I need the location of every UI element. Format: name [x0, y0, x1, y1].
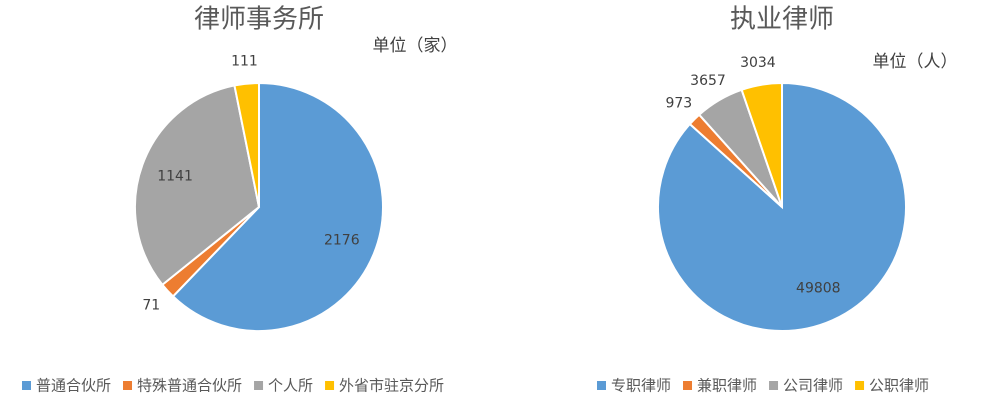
legend-label: 普通合伙所 — [36, 377, 111, 395]
legend-marker — [597, 381, 606, 390]
legend-label: 特殊普通合伙所 — [137, 377, 242, 395]
legend-marker — [683, 381, 693, 390]
data-label: 49808 — [796, 281, 841, 297]
chart-title: 律师事务所 — [194, 5, 324, 35]
legend-marker — [254, 381, 264, 390]
data-label: 3657 — [690, 73, 726, 89]
pie-slice — [171, 81, 384, 332]
data-label: 71 — [142, 298, 160, 314]
pie-slice — [134, 84, 261, 287]
data-label: 2176 — [324, 232, 360, 248]
chart-title: 执业律师 — [730, 5, 834, 35]
legend-marker — [22, 381, 31, 390]
legend-marker — [325, 381, 335, 390]
legend-marker — [769, 381, 779, 390]
pie-slice — [740, 81, 783, 208]
legend-label: 外省市驻京分所 — [339, 377, 444, 395]
data-label: 111 — [231, 54, 258, 70]
data-label: 3034 — [740, 55, 776, 71]
legend-label: 公司律师 — [783, 377, 843, 395]
legend-label: 公职律师 — [869, 377, 929, 395]
unit-label: 单位（人） — [873, 52, 958, 72]
legend-marker — [123, 381, 133, 390]
legend-marker — [855, 381, 865, 390]
legend-label: 个人所 — [268, 377, 313, 395]
pie-slice — [233, 81, 260, 208]
legend-label: 专职律师 — [611, 377, 671, 395]
legend-label: 兼职律师 — [697, 377, 757, 395]
unit-label: 单位（家） — [373, 36, 458, 56]
data-label: 973 — [665, 96, 692, 112]
data-label: 1141 — [157, 169, 193, 185]
